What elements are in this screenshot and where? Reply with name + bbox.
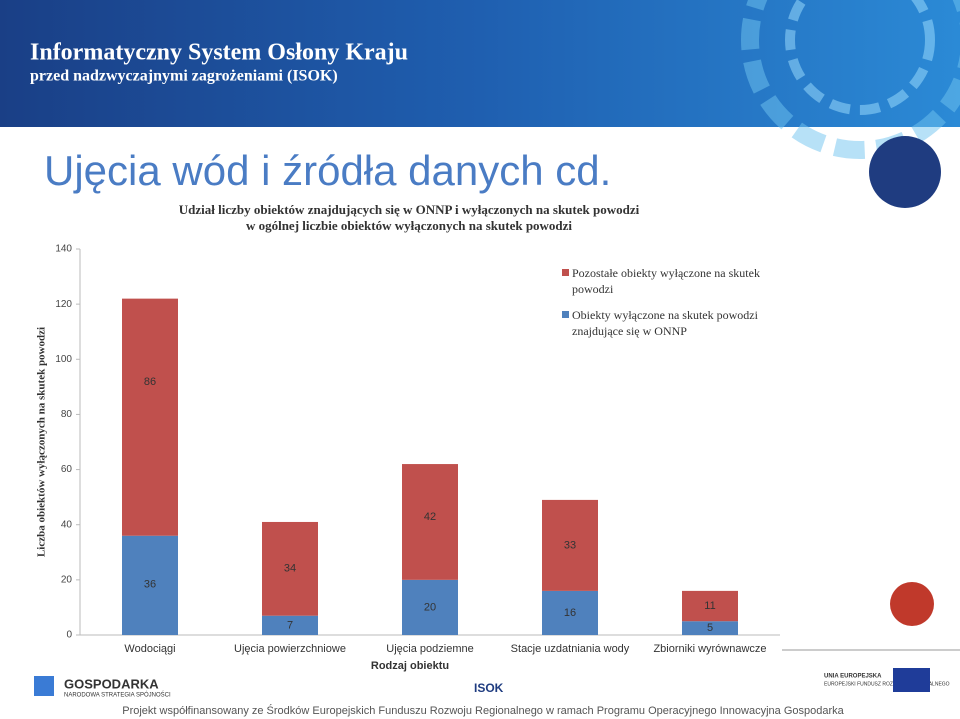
- header-subtitle: przed nadzwyczajnymi zagrożeniami (ISOK): [30, 68, 338, 85]
- y-tick-label: 0: [66, 630, 72, 641]
- legend-label: Obiekty wyłączone na skutek powodzi znaj…: [572, 308, 758, 338]
- y-tick-label: 20: [61, 574, 73, 585]
- legend-label: Pozostałe obiekty wyłączone na skutek po…: [572, 266, 760, 296]
- data-label: 42: [424, 511, 436, 523]
- bar-segment: [402, 579, 458, 635]
- header-decoration: [785, 0, 935, 115]
- bar-segment: [122, 298, 178, 536]
- logo-text: EUROPEJSKI FUNDUSZ ROZWOJU REGIONALNEGO: [824, 681, 950, 687]
- data-label: 7: [287, 619, 293, 631]
- legend: Pozostałe obiekty wyłączone na skutek po…: [562, 265, 772, 349]
- y-tick-label: 60: [61, 464, 73, 475]
- x-tick-label: Ujęcia powierzchniowe: [234, 643, 346, 655]
- legend-item: Obiekty wyłączone na skutek powodzi znaj…: [562, 307, 772, 339]
- logo-text: GOSPODARKA: [64, 676, 159, 691]
- logo-text: UNIA EUROPEJSKA: [824, 674, 882, 680]
- bar-segment: [122, 535, 178, 635]
- legend-swatch: [562, 269, 569, 276]
- data-label: 86: [144, 376, 156, 388]
- data-label: 33: [564, 539, 576, 551]
- logo-text: NARODOWA STRATEGIA SPÓJNOŚCI: [64, 691, 171, 699]
- data-label: 20: [424, 601, 436, 613]
- header-title: Informatyczny System Osłony Kraju: [30, 40, 408, 66]
- data-label: 34: [284, 563, 296, 575]
- chart-title: w ogólnej liczbie obiektów wyłączonych n…: [246, 218, 572, 233]
- logo: [890, 582, 934, 626]
- bar-segment: [262, 521, 318, 616]
- logo: [34, 676, 54, 696]
- bar-segment: [542, 590, 598, 635]
- chart-title: Udział liczby obiektów znajdujących się …: [179, 202, 640, 217]
- logo-text: ISOK: [474, 681, 504, 695]
- bar-segment: [262, 615, 318, 635]
- legend-item: Pozostałe obiekty wyłączone na skutek po…: [562, 265, 772, 297]
- x-tick-label: Stacje uzdatniania wody: [511, 643, 630, 655]
- imgw-logo: [869, 136, 941, 208]
- x-tick-label: Zbiorniki wyrównawcze: [653, 643, 766, 655]
- footer-text: Projekt współfinansowany ze Środków Euro…: [122, 704, 844, 717]
- data-label: 16: [564, 607, 576, 619]
- header-decoration: [741, 0, 960, 159]
- bar-segment: [402, 464, 458, 580]
- y-tick-label: 140: [55, 244, 72, 255]
- y-axis-label: Liczba obiektów wyłączonych na skutek po…: [36, 327, 48, 557]
- x-tick-label: Ujęcia podziemne: [386, 643, 473, 655]
- header-banner: [0, 0, 960, 127]
- x-axis-label: Rodzaj obiektu: [371, 660, 449, 672]
- y-tick-label: 80: [61, 409, 73, 420]
- y-tick-label: 100: [55, 354, 72, 365]
- bar-segment: [682, 590, 738, 622]
- bar-segment: [542, 499, 598, 591]
- data-label: 36: [144, 578, 156, 590]
- y-tick-label: 40: [61, 519, 73, 530]
- bar-segment: [682, 621, 738, 635]
- legend-swatch: [562, 311, 569, 318]
- y-tick-label: 120: [55, 299, 72, 310]
- slide-title: Ujęcia wód i źródła danych cd.: [44, 147, 611, 194]
- data-label: 5: [707, 622, 713, 634]
- data-label: 11: [704, 600, 715, 612]
- eu-flag: [893, 668, 930, 692]
- x-tick-label: Wodociągi: [124, 643, 175, 655]
